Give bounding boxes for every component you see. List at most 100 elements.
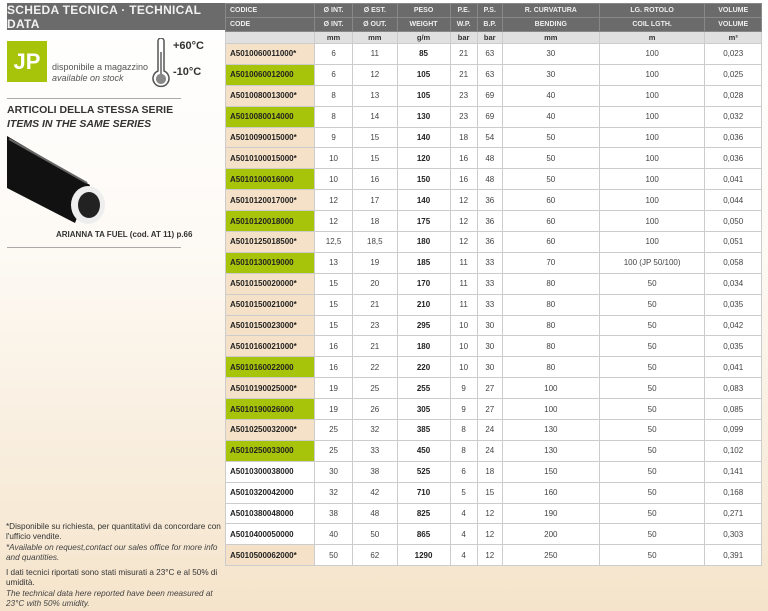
- value-cell: 25: [313, 439, 354, 462]
- value-cell: 825: [396, 502, 451, 525]
- code-cell: A5010320042000: [225, 481, 315, 504]
- value-cell: 33: [476, 293, 503, 316]
- value-cell: 525: [396, 460, 451, 483]
- code-cell: A5010120017000*: [225, 189, 315, 212]
- value-cell: 50: [598, 272, 706, 295]
- value-cell: 16: [352, 168, 398, 191]
- value-cell: 50: [352, 523, 398, 546]
- value-cell: 15: [313, 272, 354, 295]
- value-cell: 18: [476, 460, 503, 483]
- value-cell: 60: [501, 231, 600, 253]
- value-cell: 60: [501, 210, 600, 233]
- value-cell: 20: [352, 272, 398, 295]
- header-cell: VOLUME: [704, 17, 762, 32]
- code-cell: A5010250033000: [225, 439, 315, 462]
- value-cell: 18,5: [352, 231, 398, 253]
- value-cell: 38: [313, 502, 354, 525]
- value-cell: 11: [352, 43, 398, 65]
- table-row: A5010120018000 12 18 175 12 36 60 100 0,050: [225, 210, 762, 233]
- header-cell: BENDING: [501, 17, 600, 32]
- value-cell: 100: [598, 210, 706, 233]
- value-cell: 50: [598, 356, 706, 379]
- value-cell: 0,025: [704, 63, 762, 86]
- value-cell: 63: [476, 43, 503, 65]
- code-cell: A5010150020000*: [225, 272, 315, 295]
- value-cell: 80: [501, 335, 600, 358]
- header-cell: m³: [704, 31, 762, 44]
- stock-label: disponibile a magazzino available on stoc…: [52, 62, 148, 84]
- value-cell: 80: [501, 356, 600, 379]
- value-cell: 0,141: [704, 460, 762, 483]
- value-cell: 0,102: [704, 439, 762, 462]
- header-cell: Ø INT.: [313, 17, 354, 32]
- value-cell: 0,085: [704, 398, 762, 421]
- value-cell: 50: [598, 481, 706, 504]
- table-row: A5010160022000 16 22 220 10 30 80 50 0,041: [225, 356, 762, 379]
- value-cell: 36: [476, 210, 503, 233]
- value-cell: 6: [313, 63, 354, 86]
- value-cell: 30: [476, 314, 503, 337]
- value-cell: 8: [449, 419, 478, 441]
- value-cell: 33: [352, 439, 398, 462]
- footnotes: *Disponibile su richiesta, per quantitat…: [6, 522, 221, 609]
- table-row: A5010250033000 25 33 450 8 24 130 50 0,102: [225, 439, 762, 462]
- value-cell: 15: [313, 314, 354, 337]
- value-cell: 12: [476, 502, 503, 525]
- value-cell: 24: [476, 419, 503, 441]
- table-row: A5010150023000* 15 23 295 10 30 80 50 0,042: [225, 314, 762, 337]
- code-cell: A5010300038000: [225, 460, 315, 483]
- header-cell: [225, 31, 315, 44]
- value-cell: 50: [598, 314, 706, 337]
- value-cell: 12: [449, 231, 478, 253]
- table-row: A5010190025000* 19 25 255 9 27 100 50 0,083: [225, 377, 762, 400]
- value-cell: 105: [396, 63, 451, 86]
- value-cell: 100: [598, 231, 706, 253]
- table-row: A5010380048000 38 48 825 4 12 190 50 0,271: [225, 502, 762, 525]
- value-cell: 50: [598, 439, 706, 462]
- value-cell: 210: [396, 293, 451, 316]
- value-cell: 30: [313, 460, 354, 483]
- value-cell: 80: [501, 293, 600, 316]
- value-cell: 4: [449, 523, 478, 546]
- header-cell: Ø EST.: [352, 3, 398, 18]
- header-cell: P.S.: [476, 3, 503, 18]
- table-row: A5010150020000* 15 20 170 11 33 80 50 0,034: [225, 272, 762, 295]
- value-cell: 16: [313, 335, 354, 358]
- code-cell: A5010130019000: [225, 251, 315, 274]
- value-cell: 40: [501, 105, 600, 128]
- value-cell: 25: [352, 377, 398, 400]
- value-cell: 150: [396, 168, 451, 191]
- table-row: A5010120017000* 12 17 140 12 36 60 100 0,044: [225, 189, 762, 212]
- value-cell: 12: [352, 63, 398, 86]
- value-cell: 69: [476, 84, 503, 107]
- value-cell: 30: [501, 43, 600, 65]
- table-row: A5010090015000* 9 15 140 18 54 50 100 0,036: [225, 126, 762, 149]
- value-cell: 27: [476, 398, 503, 421]
- value-cell: 250: [501, 544, 600, 567]
- value-cell: 170: [396, 272, 451, 295]
- value-cell: 10: [449, 356, 478, 379]
- value-cell: 80: [501, 314, 600, 337]
- header-cell: Ø INT.: [313, 3, 354, 18]
- table-row: A5010160021000* 16 21 180 10 30 80 50 0,035: [225, 335, 762, 358]
- temp-min: -10°C: [173, 66, 202, 78]
- header-cell: CODE: [225, 17, 315, 32]
- code-cell: A5010160021000*: [225, 335, 315, 358]
- value-cell: 26: [352, 398, 398, 421]
- header-cell: LG. ROTOLO: [598, 3, 706, 18]
- value-cell: 19: [313, 377, 354, 400]
- value-cell: 385: [396, 419, 451, 441]
- value-cell: 50: [598, 377, 706, 400]
- value-cell: 0,271: [704, 502, 762, 525]
- value-cell: 32: [352, 419, 398, 441]
- section-title: SCHEDA TECNICA · TECHNICAL DATA: [7, 3, 225, 31]
- series-it: ARTICOLI DELLA STESSA SERIE: [7, 104, 174, 116]
- code-cell: A5010150023000*: [225, 314, 315, 337]
- value-cell: 30: [476, 335, 503, 358]
- value-cell: 80: [501, 272, 600, 295]
- value-cell: 18: [352, 210, 398, 233]
- value-cell: 0,035: [704, 293, 762, 316]
- value-cell: 0,036: [704, 147, 762, 170]
- value-cell: 14: [352, 105, 398, 128]
- value-cell: 23: [449, 84, 478, 107]
